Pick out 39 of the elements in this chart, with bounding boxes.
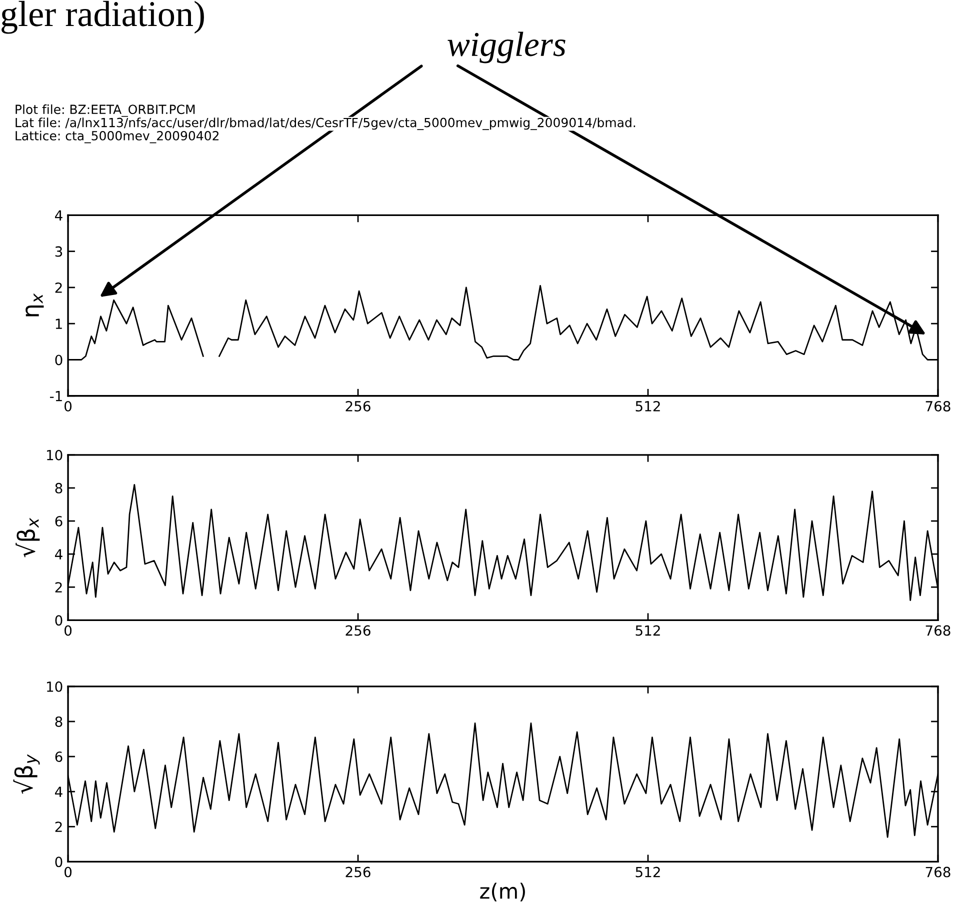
text: Plot file: BZ:EETA_ORBIT.PCM <box>16 104 195 117</box>
y-axis-title: √β$_{x}$ <box>16 518 40 558</box>
y-tick-label: 1 <box>56 318 62 329</box>
x-tick-label: 768 <box>926 866 950 878</box>
x-axis-title: z(m) <box>480 882 525 902</box>
text: wigglers <box>448 32 566 64</box>
text: Lattice: cta_5000mev_20090402 <box>16 130 219 144</box>
y-tick-label: 2 <box>55 282 62 293</box>
y-tick-label: 8 <box>55 482 62 494</box>
y-tick-label: 2 <box>55 822 62 832</box>
y-tick-label: 4 <box>55 210 62 220</box>
x-tick-label: 0 <box>64 400 72 412</box>
x-tick-label: 0 <box>64 866 72 878</box>
y-tick-label: 4 <box>55 786 62 797</box>
y-tick-label: 6 <box>55 752 62 762</box>
y-tick-label: 0 <box>55 354 62 366</box>
y-tick-label: 4 <box>55 549 62 560</box>
x-tick-label: 768 <box>926 625 950 636</box>
y-axis-title: √β$_{y}$ <box>13 754 40 794</box>
y-tick-label: 2 <box>55 582 62 592</box>
x-tick-label: 512 <box>636 866 660 878</box>
y-tick-label: -1 <box>50 391 62 402</box>
x-tick-label: 256 <box>346 625 370 636</box>
x-tick-label: 512 <box>636 400 660 412</box>
y-tick-label: 10 <box>47 681 62 692</box>
y-axis-title: η$_{x}$ <box>26 293 44 316</box>
y-tick-label: 0 <box>55 615 62 626</box>
y-tick-label: 0 <box>55 856 62 868</box>
y-tick-label: 10 <box>47 450 62 460</box>
x-tick-label: 0 <box>64 625 72 636</box>
text: gler radiation) <box>2 0 204 34</box>
x-tick-label: 768 <box>926 400 950 412</box>
y-tick-label: 3 <box>55 246 62 257</box>
x-tick-label: 256 <box>346 866 370 878</box>
text: Lat file: /a/lnx113/nfs/acc/user/dlr/bmad/lat/des/CesrTF/5gev/cta_5000mev_pmwig_2009014/bmad. <box>16 118 636 130</box>
y-tick-label: 8 <box>55 716 62 727</box>
x-tick-label: 256 <box>346 400 370 412</box>
y-tick-label: 6 <box>55 516 62 526</box>
x-tick-label: 512 <box>636 625 660 636</box>
